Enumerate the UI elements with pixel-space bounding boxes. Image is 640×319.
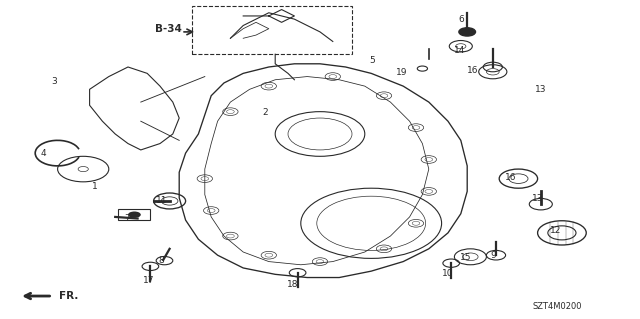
Bar — [118, 209, 150, 220]
Text: 14: 14 — [454, 46, 465, 55]
Circle shape — [459, 28, 476, 36]
Text: 3: 3 — [52, 77, 57, 86]
Text: 7: 7 — [124, 214, 129, 223]
Text: B-34: B-34 — [155, 24, 182, 34]
Text: 2: 2 — [263, 108, 268, 117]
Text: FR.: FR. — [59, 291, 78, 301]
Circle shape — [128, 211, 141, 218]
Text: 1: 1 — [92, 182, 97, 191]
Text: 19: 19 — [396, 68, 408, 77]
Text: 18: 18 — [287, 280, 299, 289]
Text: 16: 16 — [505, 173, 516, 182]
Text: 8: 8 — [159, 256, 164, 265]
Bar — [192, 6, 352, 54]
Text: 10: 10 — [442, 269, 454, 278]
Text: 4: 4 — [41, 149, 46, 158]
Text: 9: 9 — [490, 251, 495, 260]
Text: 13: 13 — [535, 85, 547, 94]
Text: 16: 16 — [467, 66, 478, 75]
Text: 6: 6 — [458, 15, 463, 24]
Text: 17: 17 — [143, 276, 154, 285]
Text: 12: 12 — [550, 226, 561, 235]
Text: 13: 13 — [532, 194, 543, 203]
Text: 15: 15 — [460, 253, 472, 262]
Text: SZT4M0200: SZT4M0200 — [532, 302, 582, 311]
Text: 5: 5 — [370, 56, 375, 65]
Text: 11: 11 — [156, 196, 167, 205]
